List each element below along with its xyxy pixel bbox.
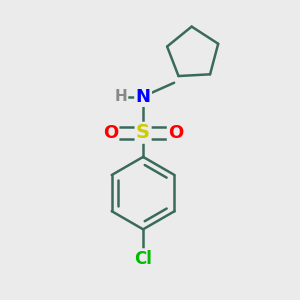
Text: N: N <box>136 88 151 106</box>
Text: O: O <box>103 124 118 142</box>
Text: S: S <box>136 123 150 142</box>
Text: Cl: Cl <box>134 250 152 268</box>
Text: O: O <box>168 124 184 142</box>
Text: H: H <box>114 89 127 104</box>
